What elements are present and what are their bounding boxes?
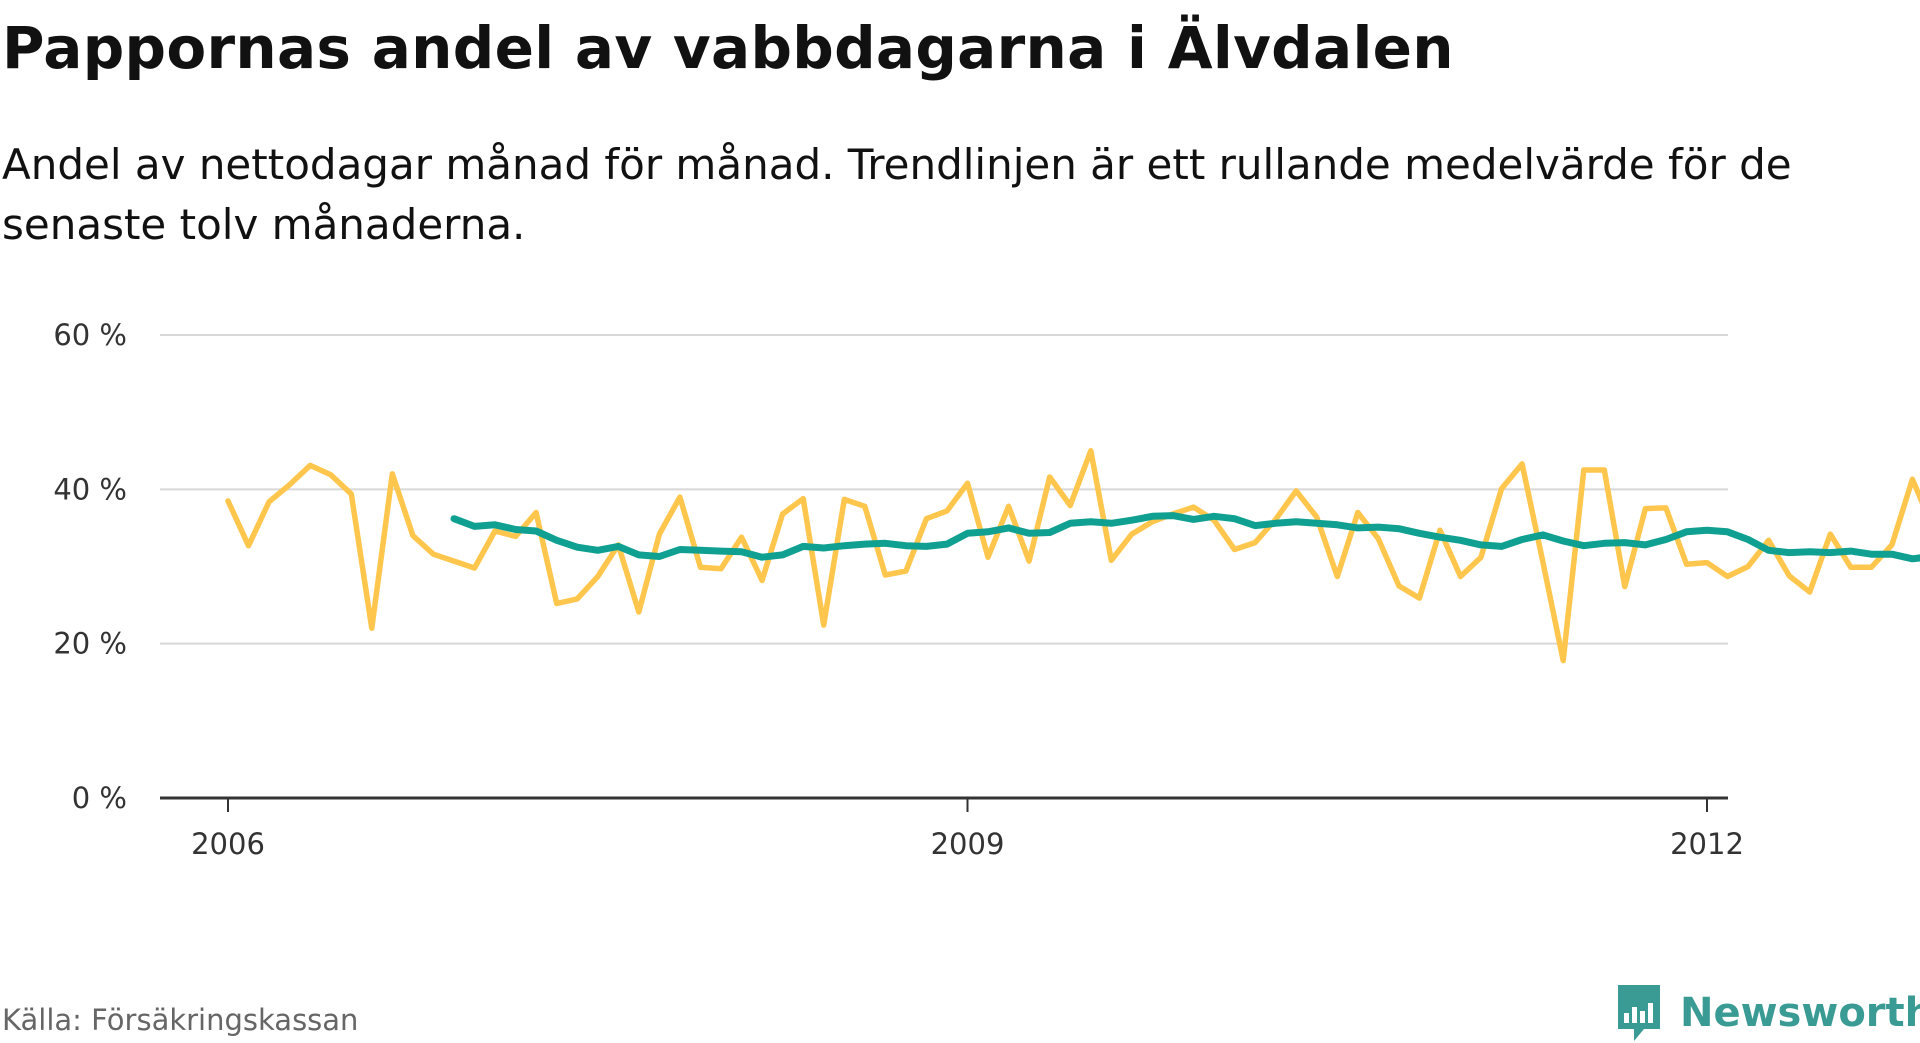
y-tick-label: 60 % <box>53 318 127 352</box>
chart-subtitle: Andel av nettodagar månad för månad. Tre… <box>2 140 1792 249</box>
line-chart: 0 %20 %40 %60 % 200620092012201520182021… <box>53 318 1920 861</box>
x-tick-label: 2009 <box>931 827 1005 861</box>
brand-name: Newsworthy <box>1680 990 1920 1036</box>
x-tick-label: 2006 <box>191 827 265 861</box>
series-per-manad-line <box>225 448 1920 664</box>
source-note: Källa: Försäkringskassan <box>2 1003 359 1037</box>
gridlines <box>160 334 1728 645</box>
series-trend-line <box>450 512 1920 563</box>
newsworthy-logo-icon <box>1618 985 1660 1041</box>
y-tick-label: 20 % <box>53 627 127 661</box>
x-axis: 2006200920122015201820212023 <box>160 796 1744 861</box>
y-tick-label: 0 % <box>72 781 127 815</box>
x-tick-label: 2012 <box>1670 827 1744 861</box>
brand[interactable]: Newsworthy <box>1614 983 1920 1043</box>
chart-title: Pappornas andel av vabbdagarna i Älvdale… <box>2 14 1454 82</box>
series-lines <box>225 448 1920 664</box>
y-axis-tick-labels: 0 % 20 % 40 % 60 % <box>53 318 127 815</box>
y-tick-label: 40 % <box>53 472 127 506</box>
